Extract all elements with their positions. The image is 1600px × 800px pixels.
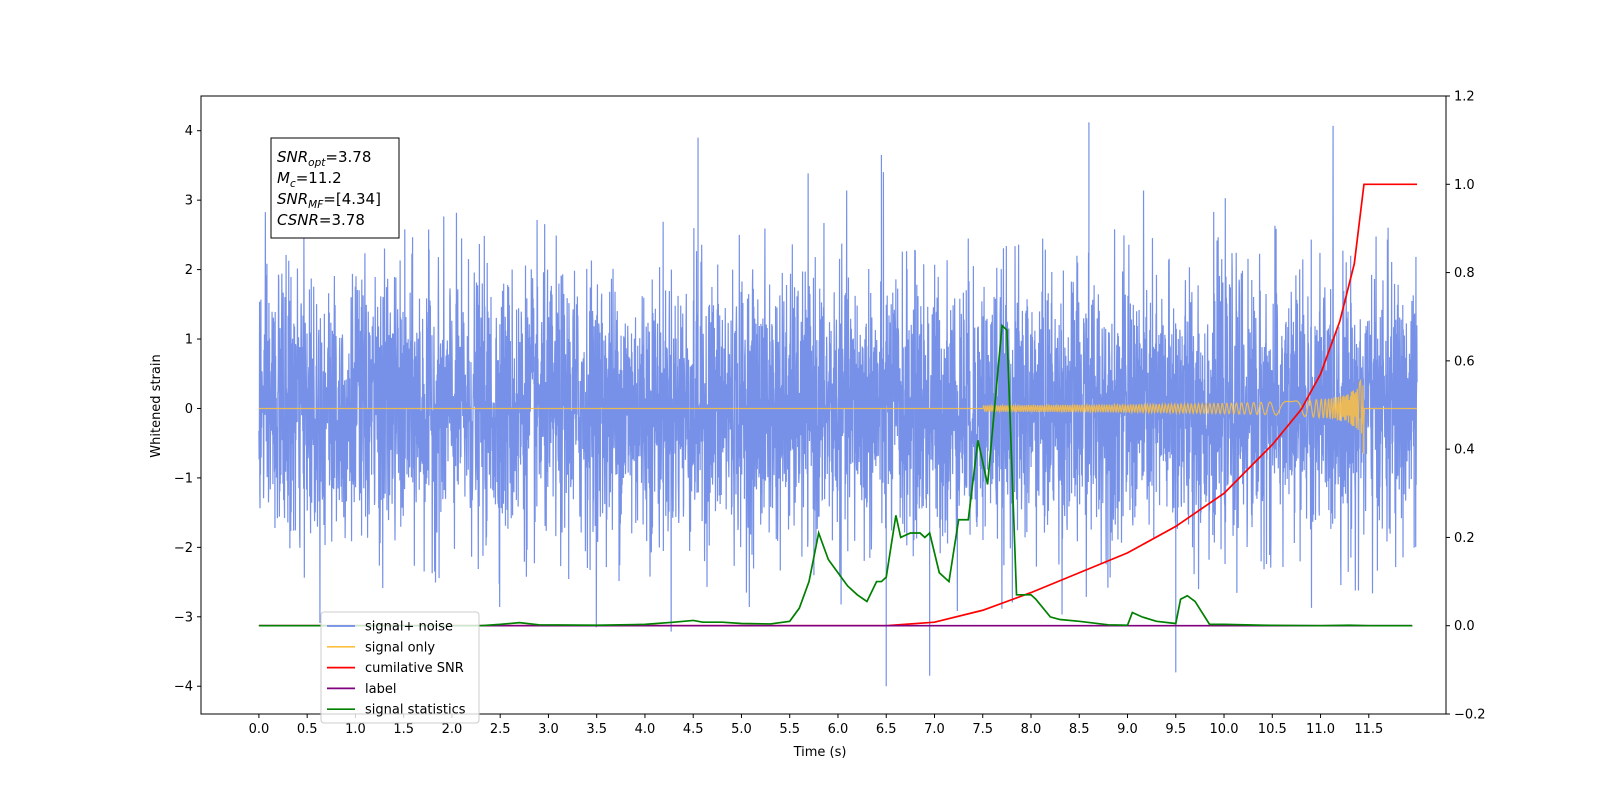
x-tick-label: 0.0 (249, 722, 270, 737)
x-tick-label: 6.0 (828, 722, 849, 737)
x-tick-label: 2.5 (490, 722, 511, 737)
y-right-tick-label: 0.6 (1454, 354, 1475, 369)
annotation-line: SNRMF=[4.34] (277, 190, 381, 211)
x-tick-label: 1.5 (393, 722, 414, 737)
y-left-tick-label: 4 (185, 124, 193, 139)
annotation-line: SNRopt=3.78 (277, 148, 371, 169)
annotation-line: Mc=11.2 (277, 169, 342, 190)
x-tick-label: 8.0 (1021, 722, 1042, 737)
x-tick-label: 3.0 (538, 722, 559, 737)
x-tick-label: 4.5 (683, 722, 704, 737)
x-tick-label: 10.5 (1258, 722, 1287, 737)
y-left-tick-label: 1 (185, 333, 193, 348)
series-signal-only (258, 378, 1418, 454)
y-axis-right: −0.2 0.0 0.2 0.4 0.6 0.8 1.0 1.2 (1446, 90, 1486, 723)
x-tick-label: 2.0 (442, 722, 463, 737)
x-tick-label: 11.0 (1306, 722, 1335, 737)
legend-frame (320, 611, 480, 724)
legend-entry: signal statistics (327, 703, 466, 718)
legend-entry: signal only (327, 640, 435, 655)
series-cumilative-snr (258, 183, 1418, 627)
y-right-tick-label: 1.2 (1454, 90, 1475, 105)
x-tick-label: 8.5 (1069, 722, 1090, 737)
y-right-tick-label: −0.2 (1454, 708, 1486, 723)
y-right-tick-label: 0.8 (1454, 266, 1475, 281)
y-right-tick-label: 0.4 (1454, 443, 1475, 458)
annotation-line: CSNR=3.78 (277, 211, 365, 229)
legend-label: label (365, 682, 396, 697)
legend: signal+ noise signal only cumilative SNR la… (320, 611, 480, 724)
legend-entry: cumilative SNR (327, 661, 464, 676)
x-tick-label: 1.0 (345, 722, 366, 737)
y-left-tick-label: −3 (174, 610, 193, 625)
x-tick-label: 3.5 (586, 722, 607, 737)
y-left-tick-label: 0 (185, 402, 193, 417)
x-tick-label: 11.5 (1354, 722, 1383, 737)
x-tick-label: 5.5 (779, 722, 800, 737)
x-tick-label: 10.0 (1210, 722, 1239, 737)
x-tick-label: 9.0 (1117, 722, 1138, 737)
y-left-tick-label: −2 (174, 541, 193, 556)
x-axis-label: Time (s) (793, 745, 847, 760)
x-tick-label: 5.0 (731, 722, 752, 737)
axes-frame (200, 95, 1447, 715)
y-right-tick-label: 1.0 (1454, 178, 1475, 193)
y-left-tick-label: −1 (174, 471, 193, 486)
axes-border (200, 95, 1447, 715)
annotation-frame (270, 137, 400, 239)
legend-label: signal statistics (365, 703, 466, 718)
series-signal-plus-noise (258, 122, 1418, 687)
y-axis-label: Whitened strain (149, 354, 164, 457)
plot-area (258, 122, 1418, 687)
x-tick-label: 4.0 (635, 722, 656, 737)
legend-entry: label (327, 682, 396, 697)
series-signal-statistics (258, 323, 1413, 627)
legend-label: signal only (365, 640, 435, 655)
y-axis-left: −4 −3 −2 −1 0 1 2 3 4 (174, 124, 201, 695)
x-tick-label: 7.0 (924, 722, 945, 737)
y-right-tick-label: 0.2 (1454, 531, 1475, 546)
legend-label: cumilative SNR (365, 661, 464, 676)
x-axis: 0.0 0.5 1.0 1.5 2.0 2.5 3.0 3.5 4.0 4.5 5.0 5.5 6.0 6… (249, 714, 1383, 737)
y-right-tick-label: 0.0 (1454, 619, 1475, 634)
y-left-tick-label: 3 (185, 194, 193, 209)
x-tick-label: 6.5 (876, 722, 897, 737)
y-left-tick-label: 2 (185, 263, 193, 278)
legend-label: signal+ noise (365, 620, 453, 635)
x-tick-label: 0.5 (297, 722, 318, 737)
x-tick-label: 7.5 (972, 722, 993, 737)
x-tick-label: 9.5 (1165, 722, 1186, 737)
y-left-tick-label: −4 (174, 680, 193, 695)
legend-entry: signal+ noise (327, 620, 453, 635)
